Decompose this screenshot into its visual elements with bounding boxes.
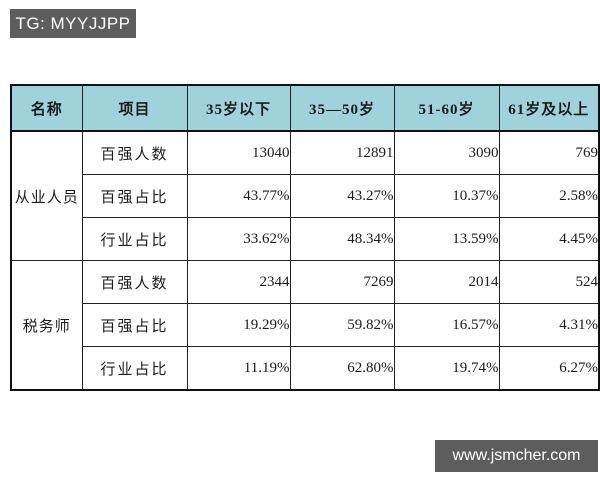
cell-value: 4.31% [498,303,600,347]
cell-value: 19.74% [393,346,500,391]
group-name-practitioners: 从业人员 [10,130,83,261]
cell-value: 13.59% [393,217,500,261]
cell-value: 59.82% [289,303,395,347]
cell-value: 33.62% [186,217,291,261]
cell-value: 3090 [393,130,500,175]
table-row: 从业人员 百强人数 13040 12891 3090 769 [10,130,600,261]
col-header-61plus: 61岁及以上 [498,84,600,132]
cell-value: 13040 [186,130,291,175]
row-label: 百强占比 [81,174,188,218]
col-header-under35: 35岁以下 [186,84,291,132]
col-header-51to60: 51-60岁 [393,84,500,132]
cell-value: 769 [498,130,600,175]
table-row: 税务师 百强人数 2344 7269 2014 524 [10,260,600,391]
watermark-tg-badge: TG: MYYJJPP [10,9,136,38]
watermark-tg-text: TG: MYYJJPP [15,13,131,33]
cell-value: 12891 [289,130,395,175]
cell-value: 4.45% [498,217,600,261]
cell-value: 2014 [393,260,500,304]
table-row: 行业占比 11.19% 62.80% 19.74% 6.27% [11,346,600,391]
cell-value: 6.27% [498,346,600,391]
row-label: 行业占比 [81,217,188,261]
cell-value: 48.34% [289,217,395,261]
cell-value: 19.29% [186,303,291,347]
cell-value: 43.77% [186,174,291,218]
watermark-url-badge: www.jsmcher.com [435,440,598,472]
cell-value: 16.57% [393,303,500,347]
row-label: 百强人数 [81,130,188,175]
table-row: 百强占比 19.29% 59.82% 16.57% 4.31% [11,303,600,347]
watermark-url-text: www.jsmcher.com [452,447,581,464]
cell-value: 2.58% [498,174,600,218]
cell-value: 2344 [186,260,291,304]
row-label: 百强占比 [81,303,188,347]
col-header-item: 项目 [81,84,188,132]
cell-value: 524 [498,260,600,304]
group-name-tax-accountants: 税务师 [10,260,83,391]
row-label: 百强人数 [81,260,188,304]
cell-value: 43.27% [289,174,395,218]
cell-value: 11.19% [186,346,291,391]
cell-value: 62.80% [289,346,395,391]
age-distribution-table: 名称 项目 35岁以下 35—50岁 51-60岁 61岁及以上 从业人员 百强… [10,84,600,391]
col-header-name: 名称 [10,84,83,132]
cell-value: 10.37% [393,174,500,218]
col-header-35to50: 35—50岁 [289,84,395,132]
table-header-row: 名称 项目 35岁以下 35—50岁 51-60岁 61岁及以上 [10,84,600,132]
cell-value: 7269 [289,260,395,304]
table-row: 百强占比 43.77% 43.27% 10.37% 2.58% [11,174,600,218]
row-label: 行业占比 [81,346,188,391]
table-row: 行业占比 33.62% 48.34% 13.59% 4.45% [11,217,600,261]
